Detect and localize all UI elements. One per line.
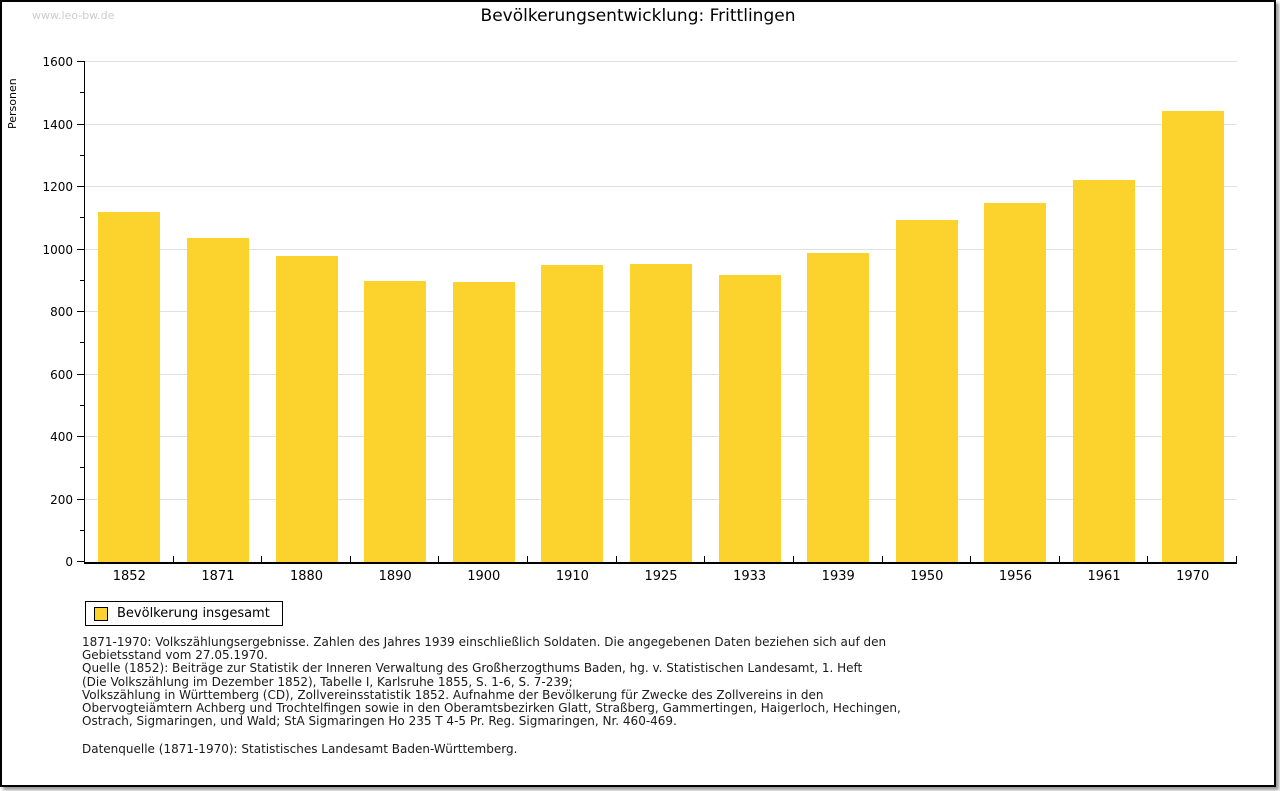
- x-axis-tick-label: 1890: [378, 569, 412, 584]
- x-axis-boundary-tick: [438, 556, 440, 562]
- y-axis-tick-label: 0: [65, 555, 73, 569]
- legend-label: Bevölkerung insgesamt: [117, 606, 270, 621]
- bar-1871: [186, 237, 249, 562]
- y-gridline: [85, 123, 1237, 125]
- y-axis-tick-label: 400: [50, 430, 73, 444]
- y-axis-major-tick: [77, 311, 85, 312]
- y-axis-minor-tick: [80, 404, 85, 406]
- y-axis-tick-label: 200: [50, 492, 73, 507]
- y-axis-minor-tick: [80, 217, 85, 219]
- y-axis-major-tick: [77, 436, 85, 437]
- footnote-line: Volkszählung in Württemberg (CD), Zollve…: [82, 687, 824, 702]
- y-axis-major-tick: [77, 498, 85, 500]
- x-axis-tick-label: 1970: [1176, 569, 1210, 584]
- x-axis-boundary-tick: [349, 556, 351, 562]
- y-axis-label: Personen: [6, 78, 19, 129]
- y-gridline: [85, 248, 1237, 250]
- x-axis-boundary-tick: [615, 556, 617, 562]
- datasource-line: Datenquelle (1871-1970): Statistisches L…: [82, 742, 518, 756]
- x-axis-boundary-tick: [1058, 556, 1060, 562]
- x-axis-boundary-tick: [261, 556, 263, 562]
- x-axis-tick-label: 1871: [201, 569, 235, 584]
- x-axis-tick-label: 1852: [112, 569, 146, 584]
- footnote-line: Obervogteiämtern Achberg und Trochtelfin…: [82, 701, 901, 716]
- x-axis-tick-label: 1880: [289, 569, 324, 584]
- bar-1900: [452, 282, 515, 562]
- bar-1961: [1073, 180, 1136, 562]
- legend-swatch: [94, 606, 108, 621]
- y-axis-minor-tick: [80, 92, 85, 94]
- y-axis-minor-tick: [80, 529, 85, 531]
- footnote-line: Ostrach, Sigmaringen, und Wald; StA Sigm…: [82, 714, 677, 729]
- x-axis-boundary-tick: [1147, 556, 1149, 562]
- y-axis-minor-tick: [80, 342, 85, 344]
- bar-1910: [541, 264, 604, 562]
- x-axis-boundary-tick: [1236, 556, 1237, 562]
- y-axis-tick-label: 1600: [42, 55, 73, 69]
- watermark: www.leo-bw.de: [32, 9, 115, 22]
- x-axis-boundary-tick: [792, 556, 794, 562]
- footnote-line: Gebietsstand vom 27.05.1970.: [82, 648, 268, 663]
- x-axis-tick-label: 1900: [467, 569, 501, 584]
- footnote-line: 1871-1970: Volkszählungsergebnisse. Zahl…: [82, 635, 887, 649]
- x-axis-tick-label: 1933: [733, 569, 767, 584]
- plot-area: 0 200 400 600 800 1000 1200 1400 1600 1852 1871 188…: [42, 56, 1237, 584]
- y-axis-major-tick: [77, 561, 85, 562]
- x-axis-tick-label: 1910: [555, 569, 589, 584]
- x-axis-tick-label: 1956: [998, 569, 1032, 584]
- bar-1890: [364, 281, 427, 562]
- y-axis-tick-label: 1400: [42, 117, 73, 132]
- y-axis-minor-tick: [80, 279, 85, 281]
- chart-title: Bevölkerungsentwicklung: Frittlingen: [480, 6, 796, 26]
- y-axis-major-tick: [77, 373, 85, 375]
- bar-1939: [807, 252, 870, 562]
- x-axis-tick-label: 1925: [644, 569, 678, 584]
- bar-1852: [98, 212, 161, 562]
- y-axis-major-tick: [77, 248, 85, 250]
- x-axis-tick-label: 1961: [1087, 569, 1121, 584]
- legend: Bevölkerung insgesamt: [85, 601, 283, 626]
- footnotes: 1871-1970: Volkszählungsergebnisse. Zahl…: [82, 635, 901, 729]
- bar-1925: [630, 264, 692, 562]
- y-axis-tick-label: 1200: [42, 180, 73, 194]
- x-axis-tick-label: 1950: [910, 569, 944, 584]
- x-axis-boundary-tick: [704, 556, 706, 562]
- x-axis-tick-label: 1939: [821, 569, 855, 584]
- footnote-line: Quelle (1852): Beiträge zur Statistik de…: [82, 661, 863, 676]
- bar-1956: [984, 202, 1047, 562]
- x-axis-boundary-tick: [970, 556, 972, 562]
- y-axis-major-tick: [77, 61, 85, 62]
- y-axis-tick-label: 1000: [42, 242, 73, 257]
- bar-1880: [275, 256, 338, 562]
- y-axis-major-tick: [77, 186, 85, 187]
- y-gridline: [85, 61, 1237, 62]
- x-axis-boundary-tick: [172, 556, 174, 562]
- x-axis-boundary-tick: [881, 556, 883, 562]
- y-axis-tick-label: 800: [50, 305, 73, 319]
- y-axis-major-tick: [77, 123, 85, 125]
- y-axis-tick-label: 600: [50, 367, 73, 382]
- bar-1970: [1161, 111, 1224, 562]
- y-axis-minor-tick: [80, 467, 85, 469]
- y-axis-minor-tick: [80, 154, 85, 156]
- bar-1950: [895, 219, 958, 562]
- x-axis-boundary-tick: [527, 556, 529, 562]
- bar-1933: [718, 274, 781, 562]
- y-gridline: [85, 186, 1237, 187]
- footnote-line: (Die Volkszählung im Dezember 1852), Tab…: [82, 674, 573, 689]
